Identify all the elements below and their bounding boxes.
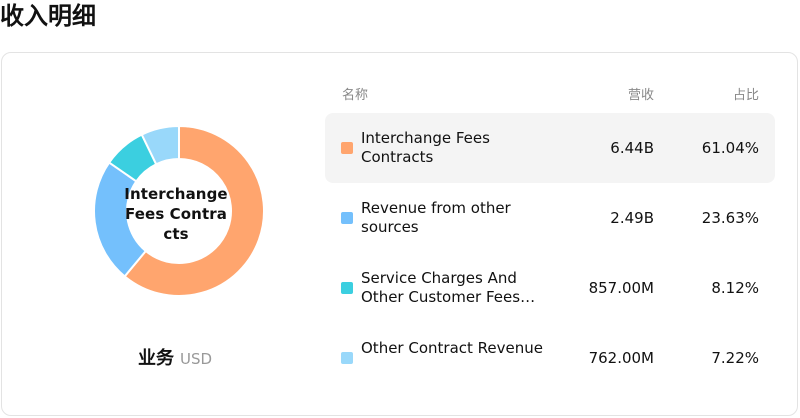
row-revenue: 857.00M [588,279,654,297]
legend-swatch [341,282,353,294]
row-revenue: 2.49B [610,209,654,227]
segment-title: 业务 [137,348,174,369]
row-revenue: 6.44B [610,139,654,157]
segment-label: 业务 USD [0,344,350,370]
row-percent: 61.04% [701,139,759,157]
row-percent: 23.63% [701,209,759,227]
column-header-name: 名称 [342,88,369,103]
currency-label: USD [179,350,213,368]
table-row-interchange-fees[interactable]: Interchange Fees Contracts 6.44B 61.04% [325,113,775,183]
donut-svg [94,124,264,297]
column-header-revenue: 营收 [627,88,654,103]
row-name: Revenue from other sources [361,199,511,236]
table-row-other-contract[interactable]: Other Contract Revenue 762.00M 7.22% [325,323,775,393]
legend-swatch [341,352,353,364]
table-row-service-charges[interactable]: Service Charges And Other Customer Fees…… [325,253,775,323]
legend-swatch [341,212,353,224]
row-name: Interchange Fees Contracts [361,129,490,166]
donut-slice-3[interactable] [140,124,180,166]
row-percent: 7.22% [711,349,759,367]
row-percent: 8.12% [711,279,759,297]
row-revenue: 762.00M [588,349,654,367]
row-name: Service Charges And Other Customer Fees… [361,269,536,306]
donut-slice-0[interactable] [123,124,264,297]
table-row-other-sources[interactable]: Revenue from other sources 2.49B 23.63% [325,183,775,253]
row-name: Other Contract Revenue [361,339,543,357]
donut-center-label: Interchange Fees Contracts [124,185,228,243]
page-title: 收入明细 [0,2,96,30]
revenue-donut-chart[interactable]: Interchange Fees Contracts [94,122,264,300]
revenue-card [1,52,798,416]
column-header-percent: 占比 [732,88,759,103]
legend-swatch [341,142,353,154]
